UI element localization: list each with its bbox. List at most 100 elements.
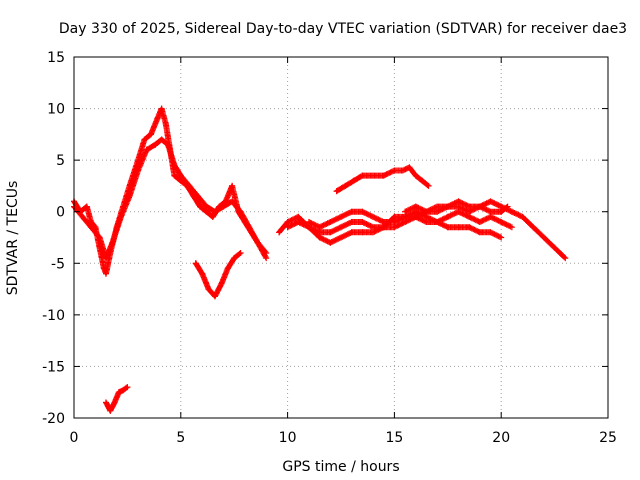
data-point [434, 208, 441, 215]
data-point [229, 198, 236, 205]
data-point [306, 219, 312, 225]
data-point [466, 213, 473, 220]
data-point [487, 198, 494, 205]
data-point [103, 270, 109, 277]
y-axis-label: SDTVAR / TECUs [5, 181, 21, 296]
data-point [229, 182, 236, 189]
data-point [327, 239, 334, 246]
data-point [100, 265, 107, 272]
data-point [348, 229, 355, 236]
data-point [79, 213, 86, 220]
y-tick-label: -5 [51, 256, 65, 272]
data-point [487, 208, 494, 215]
data-point [434, 203, 441, 210]
data-point [147, 131, 154, 138]
data-point [444, 224, 451, 231]
data-point [83, 203, 90, 210]
data-point [425, 182, 432, 189]
data-point [96, 234, 103, 241]
data-point [412, 203, 419, 210]
data-point [370, 229, 376, 236]
data-point [192, 260, 199, 267]
data-point [109, 239, 116, 246]
data-point [380, 172, 387, 179]
data-point [220, 203, 227, 210]
data-point [466, 224, 473, 231]
data-point [246, 224, 253, 231]
data-point [412, 172, 419, 179]
x-tick-label: 15 [385, 430, 403, 446]
plot-border [73, 56, 609, 419]
y-tick-label: -20 [42, 411, 65, 427]
data-point [359, 219, 366, 225]
data-point [423, 208, 430, 215]
data-point [551, 244, 558, 251]
data-point [276, 229, 283, 236]
data-point [380, 219, 387, 225]
grid [74, 57, 608, 418]
data-point [316, 224, 323, 231]
data-point [562, 255, 569, 262]
data-point [466, 208, 473, 215]
data-point [231, 255, 238, 262]
series-arc-3 [192, 250, 244, 300]
data-point [466, 203, 473, 210]
data-point [508, 224, 515, 231]
data-point [498, 219, 505, 225]
data-point [487, 213, 494, 220]
x-tick-label: 20 [492, 430, 510, 446]
data-point [209, 213, 216, 220]
y-tick-label: -10 [42, 308, 65, 324]
data-point [338, 234, 344, 241]
data-point [342, 182, 349, 189]
data-point [412, 213, 419, 220]
data-point [124, 384, 131, 391]
data-point [284, 224, 291, 231]
data-point [391, 213, 398, 220]
y-tick-label: 10 [47, 102, 65, 118]
data-point [498, 234, 505, 241]
data-point [455, 203, 462, 210]
data-point [103, 399, 109, 406]
data-point [143, 146, 150, 153]
y-tick-label: -15 [42, 359, 65, 375]
data-point [284, 219, 291, 225]
data-point [359, 208, 366, 215]
data-point [316, 234, 323, 241]
data-point [88, 224, 95, 231]
data-point [476, 219, 483, 225]
data-point [295, 219, 302, 225]
data-point [115, 389, 122, 396]
data-point [203, 208, 210, 215]
data-point [504, 203, 511, 210]
data-point [519, 213, 526, 220]
series-arc-7 [333, 164, 432, 195]
x-tick-label: 25 [599, 430, 617, 446]
data-point [476, 203, 483, 210]
data-point [444, 213, 451, 220]
data-point [327, 219, 334, 225]
y-tick-label: 0 [56, 205, 65, 221]
data-point [498, 208, 505, 215]
data-point [359, 172, 366, 179]
data-point [350, 177, 357, 184]
data-point [165, 141, 171, 148]
data-point [402, 208, 409, 215]
data-point [158, 105, 165, 112]
data-point [487, 229, 494, 236]
data-point [391, 167, 398, 174]
data-point [218, 280, 225, 287]
data-point [197, 203, 203, 210]
data-point [186, 182, 193, 189]
x-tick-label: 0 [70, 430, 79, 446]
data-point [135, 167, 142, 174]
data-point [212, 208, 218, 215]
data-point [359, 229, 366, 236]
data-point [162, 121, 169, 127]
data-point [212, 293, 218, 300]
data-point [508, 208, 515, 215]
data-point [111, 399, 118, 406]
data-point [295, 213, 302, 220]
data-point [263, 255, 270, 262]
